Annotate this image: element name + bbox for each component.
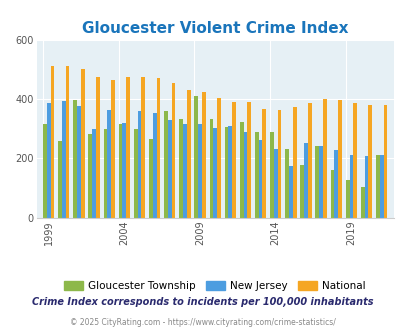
Bar <box>383 105 386 218</box>
Bar <box>164 112 167 218</box>
Bar <box>47 104 50 218</box>
Bar <box>379 155 383 218</box>
Bar <box>209 119 213 218</box>
Bar <box>50 66 54 218</box>
Bar <box>349 155 352 218</box>
Bar <box>368 105 371 218</box>
Bar <box>337 100 341 218</box>
Bar <box>360 187 364 218</box>
Bar <box>58 141 62 218</box>
Bar <box>315 146 318 218</box>
Bar <box>254 132 258 218</box>
Bar <box>239 122 243 218</box>
Legend: Gloucester Township, New Jersey, National: Gloucester Township, New Jersey, Nationa… <box>60 277 369 295</box>
Bar <box>149 139 152 218</box>
Bar <box>300 165 303 218</box>
Bar <box>345 180 349 218</box>
Bar <box>352 104 356 218</box>
Bar <box>152 113 156 218</box>
Bar <box>122 123 126 218</box>
Bar <box>167 120 171 218</box>
Bar <box>213 128 217 218</box>
Bar <box>134 129 137 218</box>
Bar <box>198 124 201 218</box>
Bar <box>330 170 334 218</box>
Bar <box>179 119 183 218</box>
Bar <box>77 106 81 218</box>
Bar <box>228 126 232 218</box>
Bar <box>107 110 111 218</box>
Bar <box>183 124 186 218</box>
Bar <box>96 77 100 218</box>
Bar <box>269 132 273 218</box>
Bar <box>43 124 47 218</box>
Text: Crime Index corresponds to incidents per 100,000 inhabitants: Crime Index corresponds to incidents per… <box>32 297 373 307</box>
Bar <box>322 99 326 218</box>
Bar <box>201 92 205 218</box>
Bar <box>92 129 96 218</box>
Bar <box>137 111 141 218</box>
Bar <box>217 98 220 218</box>
Bar <box>318 146 322 218</box>
Bar <box>247 102 251 218</box>
Bar <box>232 102 235 218</box>
Bar <box>118 124 122 218</box>
Bar <box>307 104 311 218</box>
Bar <box>258 140 262 218</box>
Bar <box>303 143 307 218</box>
Bar <box>194 96 198 218</box>
Bar <box>156 78 160 218</box>
Bar <box>171 83 175 218</box>
Bar <box>141 77 145 218</box>
Bar <box>243 132 247 218</box>
Bar <box>103 129 107 218</box>
Bar <box>111 80 115 218</box>
Bar <box>288 166 292 218</box>
Bar <box>284 148 288 218</box>
Bar <box>364 156 368 218</box>
Bar <box>224 127 228 218</box>
Bar <box>73 100 77 218</box>
Text: © 2025 CityRating.com - https://www.cityrating.com/crime-statistics/: © 2025 CityRating.com - https://www.city… <box>70 318 335 327</box>
Bar <box>334 150 337 218</box>
Bar <box>273 149 277 218</box>
Title: Gloucester Violent Crime Index: Gloucester Violent Crime Index <box>82 21 347 36</box>
Bar <box>277 110 281 218</box>
Bar <box>62 101 66 218</box>
Bar <box>66 66 69 218</box>
Bar <box>262 109 266 218</box>
Bar <box>375 155 379 218</box>
Bar <box>81 69 84 218</box>
Bar <box>88 134 92 218</box>
Bar <box>126 77 130 218</box>
Bar <box>186 90 190 218</box>
Bar <box>292 107 296 218</box>
